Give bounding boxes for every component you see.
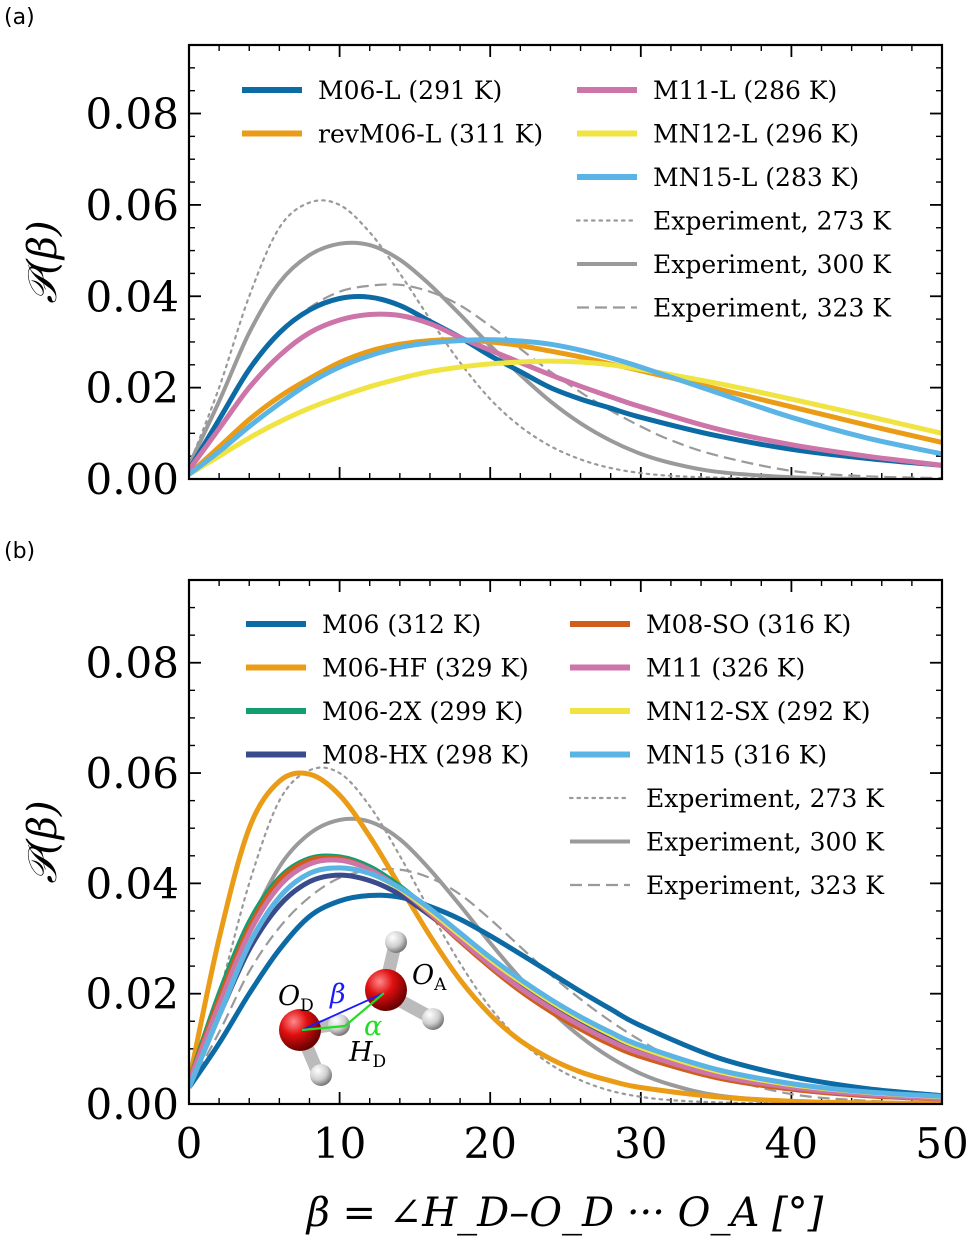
panel-a-legend: M06-L (291 K) revM06-L (311 K) M11-L (286 … [242,76,892,323]
series-line-m06-l-291-k [189,294,942,472]
panel-a-y-tick-labels: 0.00 0.02 0.04 0.06 0.08 [85,90,179,504]
alpha-vector-1 [301,1024,346,1032]
y-tick-label: 0.02 [85,970,179,1019]
panel-label-a: (a) [4,5,35,30]
panel-b-y-tick-labels: 0.00 0.02 0.04 0.06 0.08 [85,639,179,1129]
series-line-experiment-300-k [189,240,867,479]
panel-b-x-axis-label: β = ∠H_D–O_D ··· O_A [°] [305,1190,824,1236]
x-tick-label: 10 [313,1119,366,1168]
y-tick-label: 0.08 [85,90,179,139]
legend-label: MN12-SX (292 K) [646,697,870,726]
legend-label: Experiment, 273 K [646,784,885,813]
series-line-experiment-273-k [189,766,793,1104]
panel-b-y-axis-label: 𝒫(β) [20,800,66,883]
atom-hd [328,1014,350,1036]
series-line-m11-l-286-k [189,311,942,472]
label-alpha: α [364,1011,382,1042]
legend-label: M11 (326 K) [646,654,805,683]
legend-label: revM06-L (311 K) [318,120,543,149]
legend-label: M08-SO (316 K) [646,610,851,639]
label-od: OD [278,981,314,1016]
legend-label: MN15 (316 K) [646,741,827,770]
x-tick-label: 50 [915,1119,968,1168]
alpha-vector-2 [344,992,385,1027]
legend-label: MN12-L (296 K) [653,120,859,149]
x-tick-label: 0 [176,1119,203,1168]
y-tick-label: 0.02 [85,364,179,413]
legend-label: M06 (312 K) [322,610,481,639]
water-dimer-inset: OD β OA α HD [278,931,447,1086]
panel-a-frame [187,43,944,481]
legend-label: M08-HX (298 K) [322,741,529,770]
legend-label: Experiment, 323 K [646,871,885,900]
beta-vector [301,992,385,1031]
series-line-experiment-323-k [189,283,942,479]
legend-label: M11-L (286 K) [653,76,837,105]
series-line-mn15-316-k [189,865,942,1099]
label-beta: β [329,979,346,1010]
y-tick-label: 0.06 [85,181,179,230]
panel-a-series [189,199,942,479]
legend-label: Experiment, 300 K [653,250,892,279]
panel-a-y-axis-label: 𝒫(β) [20,220,66,303]
series-line-m06-hf-329-k [189,770,942,1104]
legend-label: M06-HF (329 K) [322,654,529,683]
y-tick-label: 0.04 [85,859,179,908]
series-line-experiment-300-k [189,816,867,1104]
panel-b-legend: M06 (312 K) M06-HF (329 K) M06-2X (299 K) M… [246,610,885,900]
legend-label: Experiment, 273 K [653,207,892,236]
legend-label: MN15-L (283 K) [653,163,859,192]
x-tick-label: 40 [765,1119,818,1168]
series-line-m06-312-k [189,892,942,1099]
y-tick-label: 0.08 [85,639,179,688]
panel-b-x-tick-labels: 0 10 20 30 40 50 [176,1119,969,1168]
y-tick-label: 0.00 [85,455,179,504]
atom-h-oa-top [385,931,407,953]
panel-b: (b) OD β OA α HD 0.00 0.02 0.04 0.06 0.08 0 [4,539,969,1236]
y-tick-label: 0.00 [85,1080,179,1129]
legend-label: Experiment, 323 K [653,294,892,323]
series-line-experiment-273-k [189,199,793,479]
y-tick-label: 0.06 [85,749,179,798]
x-tick-label: 30 [614,1119,667,1168]
panel-label-b: (b) [4,539,35,564]
series-line-mn15-l-283-k [189,337,942,477]
series-line-mn12-l-296-k [189,358,942,477]
panel-b-series [189,766,942,1104]
atom-h-od [310,1064,332,1086]
legend-label: Experiment, 300 K [646,828,885,857]
atom-h-oa-right [422,1008,444,1030]
panel-a: (a) 0.00 0.02 0.04 0.06 0.08 𝒫(β) M06-L (291… [4,5,944,504]
legend-label: M06-2X (299 K) [322,697,523,726]
series-line-m11-326-k [189,857,942,1101]
legend-label: M06-L (291 K) [318,76,502,105]
x-tick-label: 20 [463,1119,516,1168]
label-oa: OA [412,960,447,995]
label-hd: HD [348,1037,386,1072]
atom-od [279,1009,321,1051]
y-tick-label: 0.04 [85,272,179,321]
panel-b-frame [187,578,944,1106]
